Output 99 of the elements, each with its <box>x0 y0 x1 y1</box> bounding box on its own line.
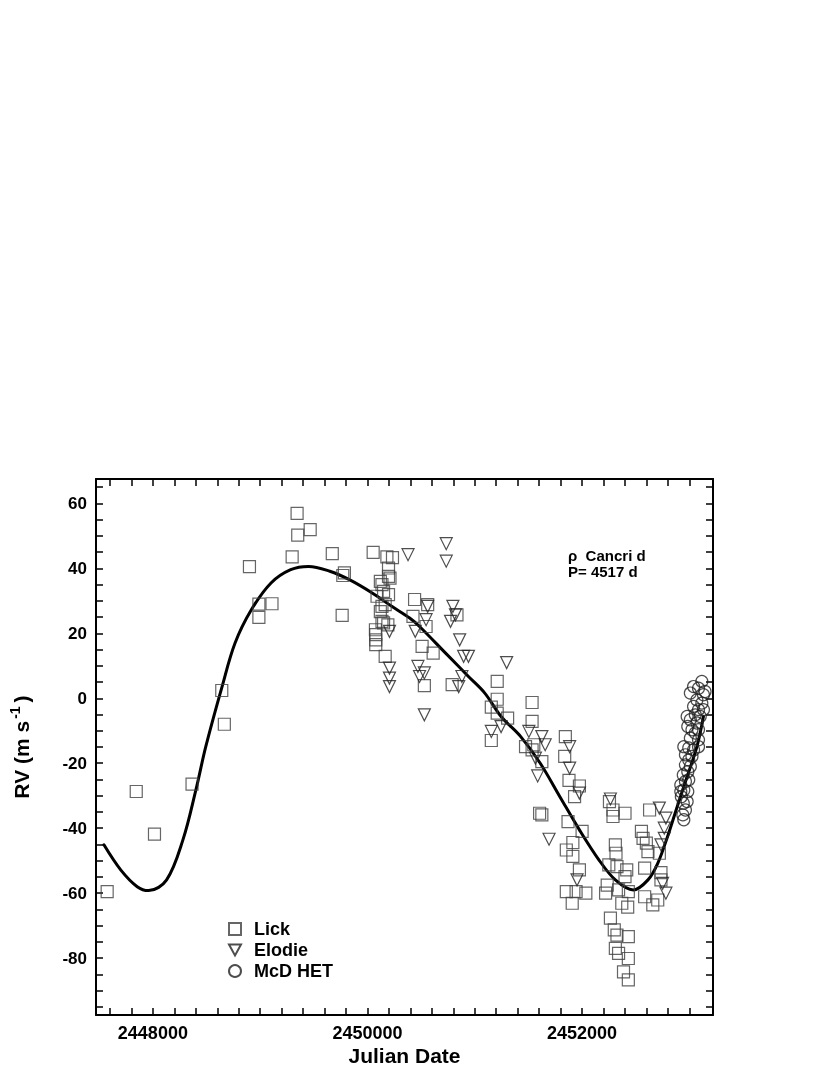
point <box>691 723 706 737</box>
point <box>401 548 415 562</box>
point <box>693 709 707 724</box>
y-tick-label: -60 <box>62 883 87 903</box>
point <box>683 759 697 774</box>
point <box>685 749 699 764</box>
point <box>522 724 536 739</box>
y-tick-label: 20 <box>68 623 87 643</box>
y-tick-label: 40 <box>68 558 87 578</box>
point <box>691 733 706 747</box>
point <box>691 681 706 695</box>
point <box>698 684 712 699</box>
point <box>542 832 556 846</box>
point <box>674 778 688 792</box>
x-tick-label: 2448000 <box>117 1023 188 1043</box>
point <box>681 784 695 799</box>
legend-label: McD HET <box>254 961 334 981</box>
point <box>453 633 467 647</box>
point <box>680 794 694 809</box>
annotation: ρ Cancri d <box>568 547 646 564</box>
x-axis-title: Julian Date <box>348 1043 461 1067</box>
point <box>531 769 545 783</box>
point <box>657 821 671 835</box>
y-tick-label: -80 <box>62 948 87 968</box>
point <box>419 613 433 627</box>
point <box>681 765 695 779</box>
point <box>678 803 693 817</box>
point <box>686 743 701 757</box>
y-tick-label: 60 <box>68 493 87 513</box>
legend-label: Elodie <box>254 940 309 960</box>
y-tick-label: -40 <box>62 818 87 838</box>
point <box>572 786 587 800</box>
point <box>455 669 469 684</box>
point <box>538 738 552 752</box>
point <box>676 796 690 810</box>
point <box>443 614 458 628</box>
point <box>695 674 709 688</box>
point <box>676 768 690 782</box>
point <box>446 599 460 613</box>
point <box>691 740 706 754</box>
point <box>652 801 666 815</box>
point <box>686 679 701 694</box>
legend-label: Lick <box>254 919 292 939</box>
point <box>412 669 427 684</box>
point <box>528 751 543 765</box>
point <box>678 774 693 789</box>
point <box>417 666 431 680</box>
point <box>674 790 688 804</box>
point <box>535 730 549 744</box>
point <box>655 876 670 891</box>
y-axis-title: RV (m s-1) <box>7 695 33 799</box>
point <box>680 709 694 724</box>
point <box>382 679 397 694</box>
point <box>494 719 508 734</box>
point <box>411 659 425 674</box>
point <box>457 649 471 663</box>
point <box>695 696 709 710</box>
point <box>657 831 671 845</box>
point <box>659 811 673 825</box>
x-tick-label: 2452000 <box>547 1023 618 1043</box>
point <box>417 708 431 722</box>
point <box>696 688 711 702</box>
point <box>382 661 397 675</box>
point <box>563 761 577 775</box>
point <box>681 719 695 734</box>
point <box>570 873 584 887</box>
point <box>439 554 453 568</box>
point <box>500 655 514 670</box>
point <box>676 808 690 822</box>
point <box>408 624 422 638</box>
point <box>452 679 466 694</box>
point <box>682 753 696 767</box>
point <box>563 740 577 754</box>
point <box>696 703 711 717</box>
point <box>654 838 668 852</box>
x-tick-label: 2450000 <box>332 1023 403 1043</box>
point <box>682 741 696 755</box>
point <box>439 537 453 551</box>
y-tick-label: -20 <box>62 753 87 773</box>
point <box>461 649 476 663</box>
point <box>683 731 697 745</box>
point <box>484 724 498 739</box>
point <box>686 699 701 713</box>
point <box>691 703 706 717</box>
point <box>688 708 702 722</box>
point <box>683 713 697 727</box>
point <box>382 671 397 685</box>
point <box>678 758 693 772</box>
point <box>678 748 693 762</box>
point <box>682 773 696 787</box>
point <box>690 716 704 730</box>
point <box>382 624 397 638</box>
point <box>677 740 691 754</box>
point <box>690 693 704 707</box>
point <box>677 813 691 827</box>
annotation: P= 4517 d <box>568 563 638 580</box>
point <box>683 686 697 700</box>
y-tick-label: 0 <box>77 688 87 708</box>
point <box>659 886 673 900</box>
